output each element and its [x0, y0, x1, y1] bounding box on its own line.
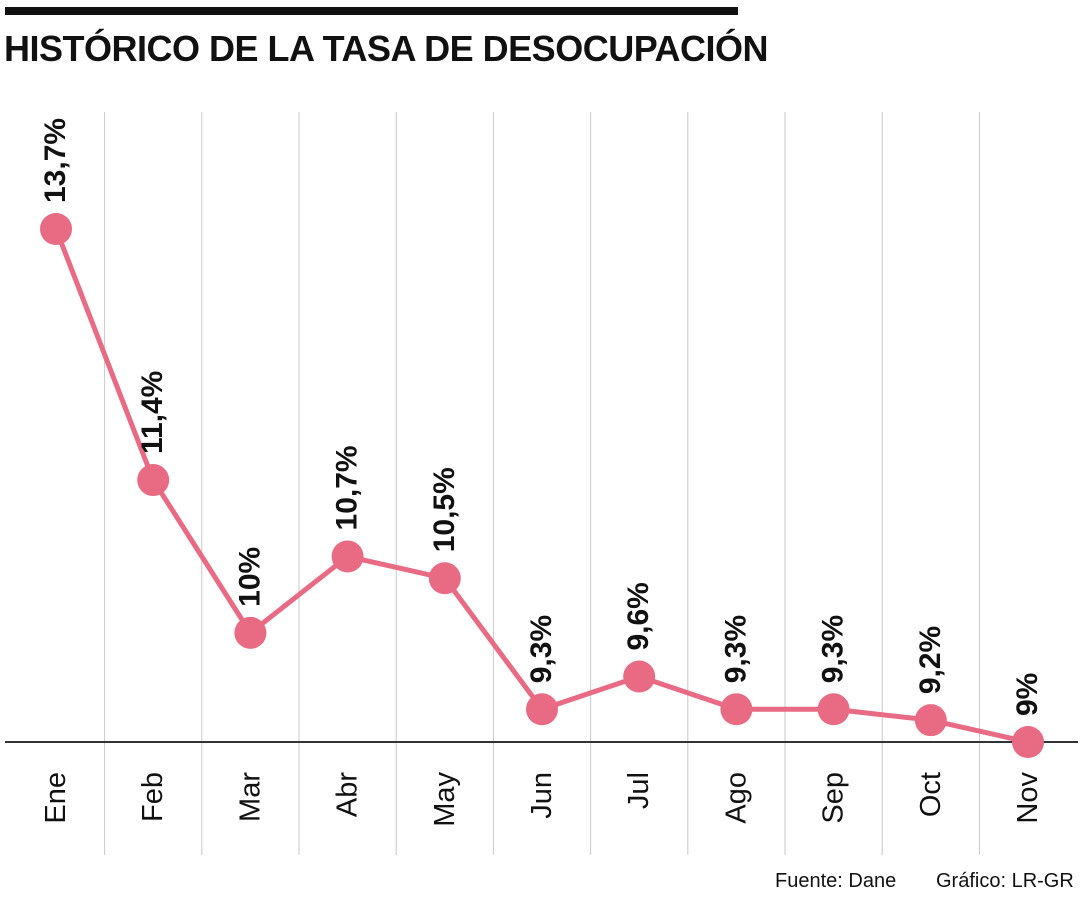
x-tick-label: Oct [915, 772, 947, 817]
data-point [623, 660, 656, 693]
data-label: 10% [233, 547, 266, 607]
data-point [526, 693, 558, 726]
title-rule [5, 7, 738, 15]
source-credit: Fuente: Dane [775, 870, 897, 892]
data-point [137, 464, 170, 497]
graphic-credit: Gráfico: LR-GR [936, 870, 1074, 892]
chart-title: HISTÓRICO DE LA TASA DE DESOCUPACIÓN [4, 28, 769, 69]
data-label: 13,7% [39, 118, 72, 203]
data-label: 9,3% [525, 615, 558, 683]
data-point [817, 693, 850, 726]
x-tick-label: Mar [234, 772, 266, 822]
data-point [914, 704, 947, 737]
data-label: 11,4% [136, 371, 169, 454]
x-tick-label: Abr [332, 772, 364, 817]
data-point [1012, 726, 1044, 758]
data-point [331, 540, 364, 573]
x-tick-label: Feb [137, 772, 169, 822]
data-point [234, 616, 267, 649]
x-tick-label: Jul [623, 772, 655, 809]
x-tick-label: Sep [818, 772, 850, 824]
data-label: 9,3% [817, 615, 850, 683]
x-tick-label: Nov [1012, 772, 1044, 824]
data-label: 9,6% [622, 582, 655, 650]
data-label: 9,2% [914, 626, 947, 694]
x-tick-label: Ago [720, 772, 752, 824]
data-label: 10,5% [428, 467, 461, 552]
data-label: 9% [1011, 673, 1044, 716]
data-point [40, 213, 72, 245]
data-label: 10,7% [331, 445, 364, 530]
x-tick-label: Ene [40, 772, 72, 824]
data-point [428, 562, 461, 595]
data-point [720, 693, 753, 726]
x-tick-label: May [429, 772, 461, 827]
data-label: 9,3% [719, 615, 752, 683]
x-tick-label: Jun [526, 772, 558, 819]
